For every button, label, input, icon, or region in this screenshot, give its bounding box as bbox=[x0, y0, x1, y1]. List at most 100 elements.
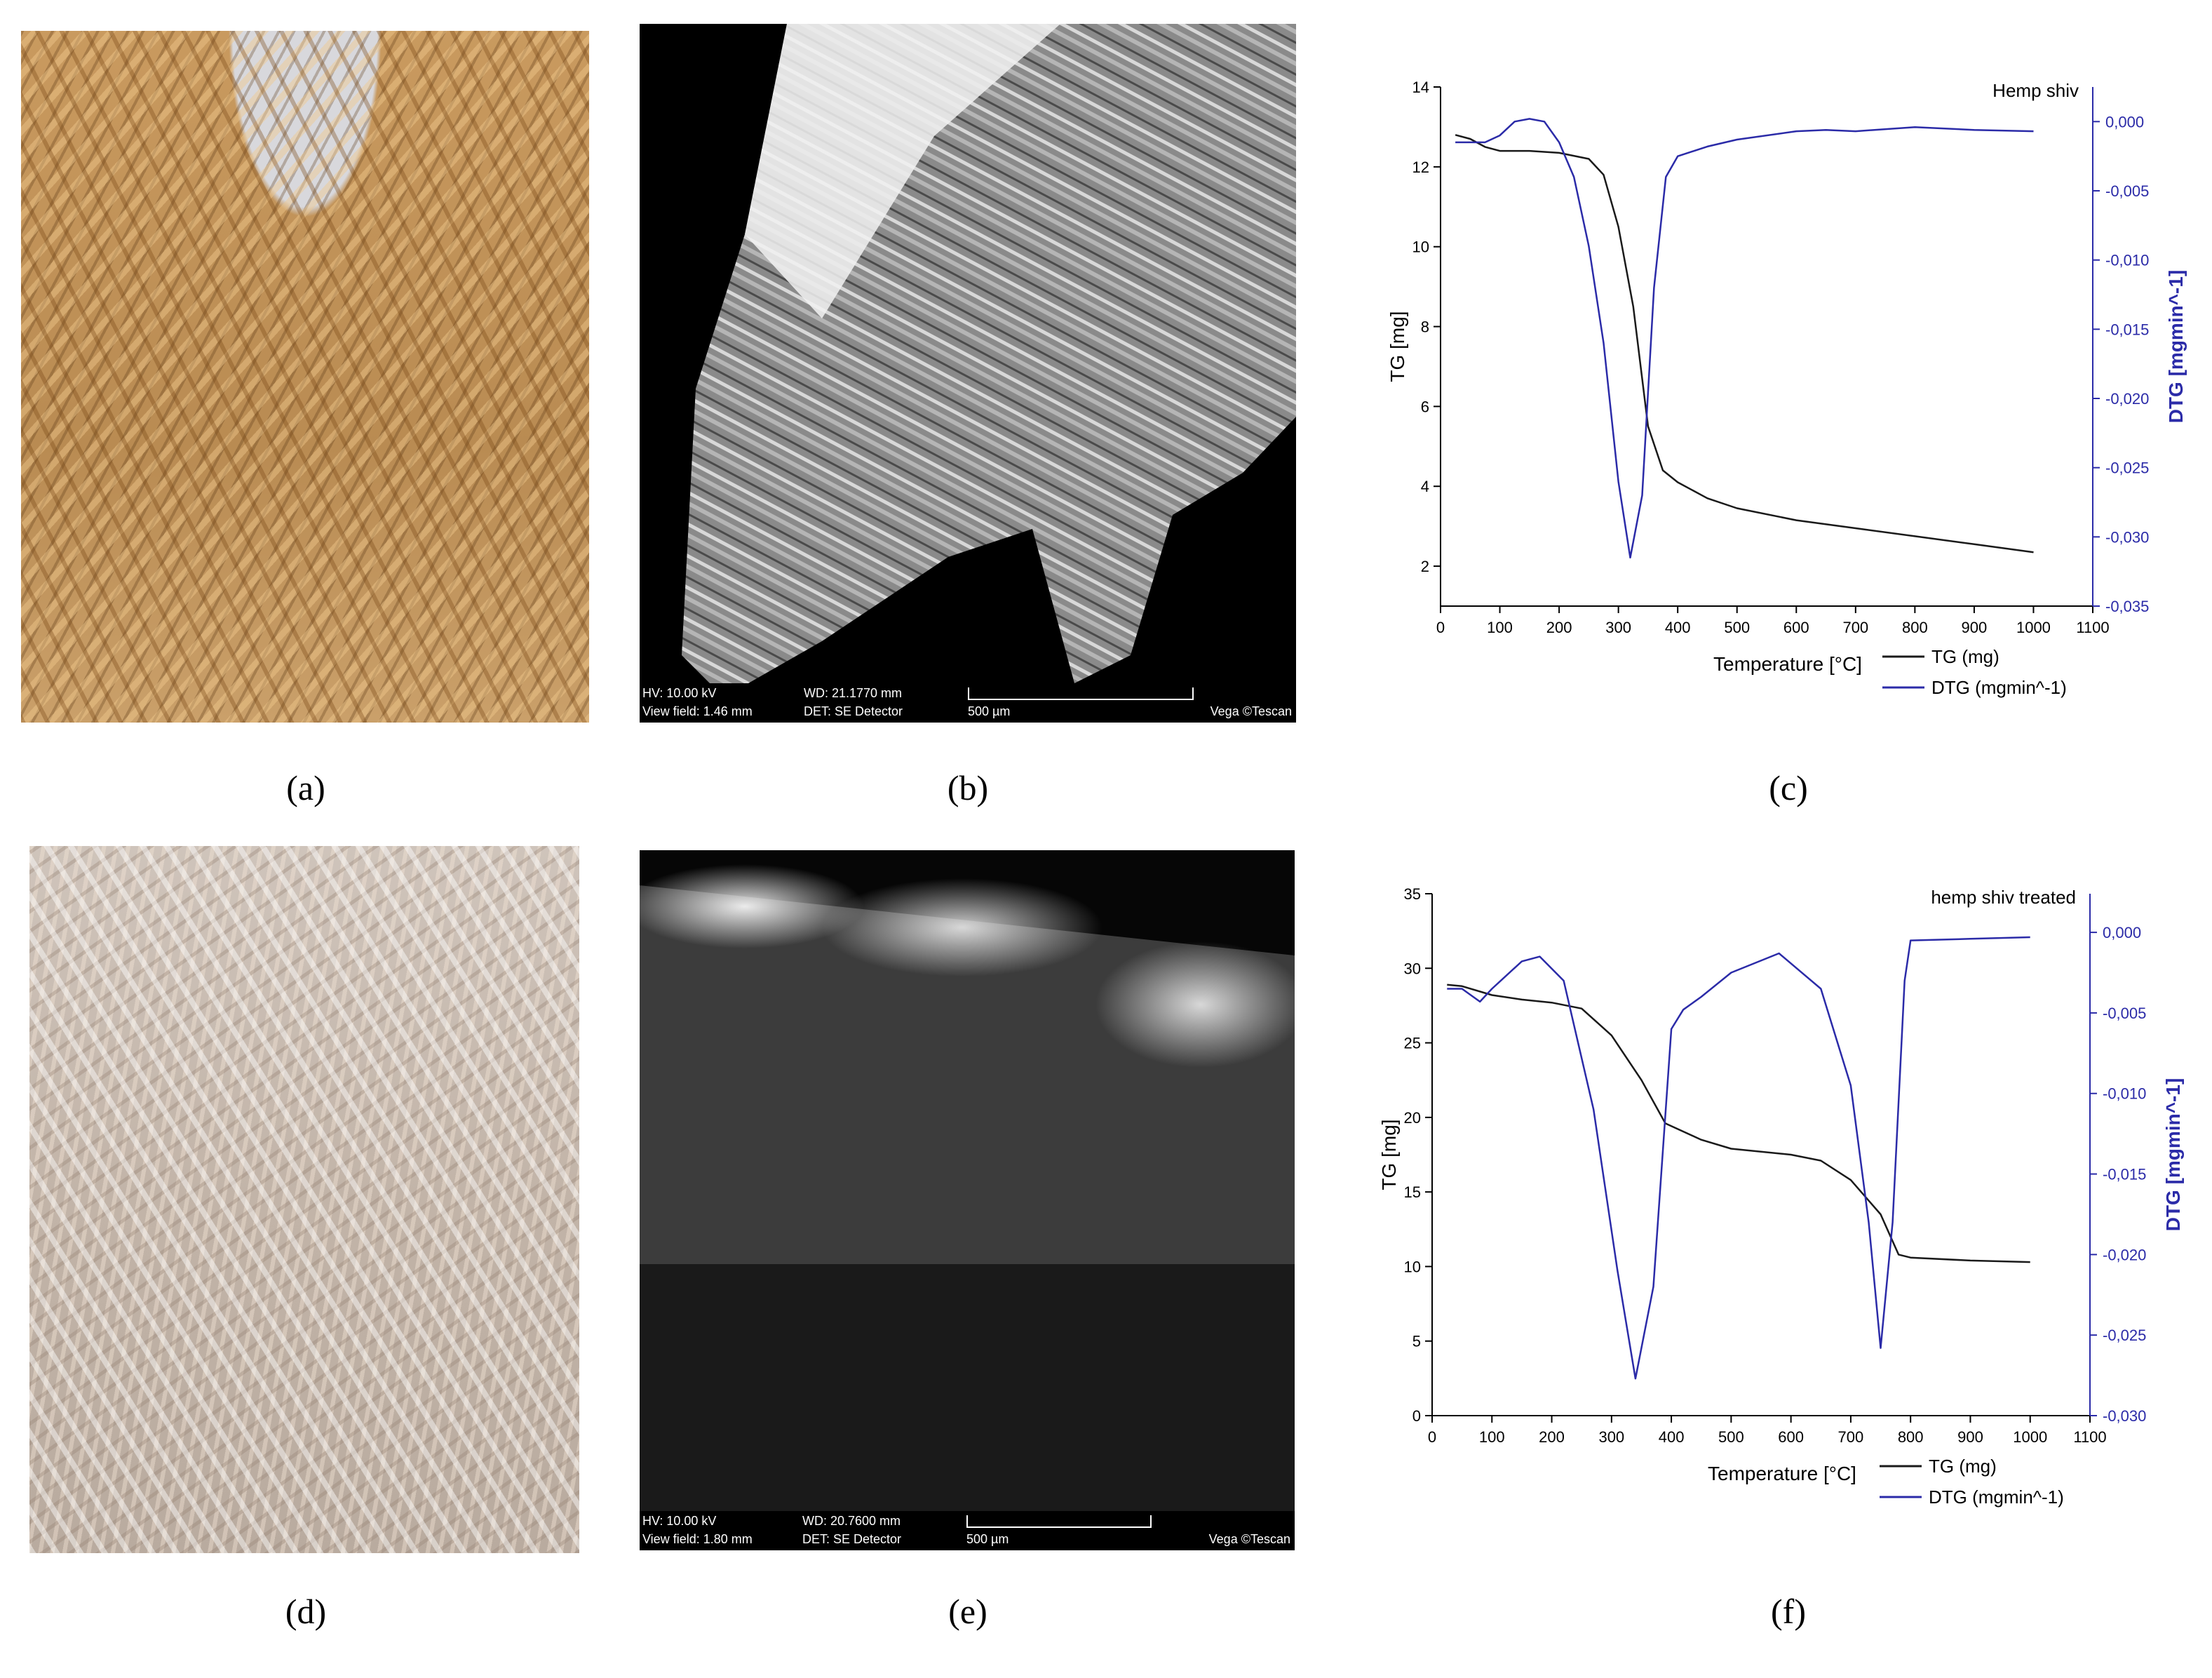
highlight bbox=[1095, 941, 1295, 1068]
panel-label: (f) bbox=[1771, 1592, 1806, 1631]
sem-det: DET: SE Detector bbox=[804, 704, 903, 718]
x-tick-label: 0 bbox=[1436, 619, 1445, 636]
highlight bbox=[822, 878, 1102, 976]
y2-tick-label: -0,020 bbox=[2105, 390, 2149, 408]
series-line bbox=[1447, 936, 2030, 1380]
y-tick-label: 8 bbox=[1421, 318, 1429, 336]
legend-label: TG (mg) bbox=[1931, 646, 1999, 667]
y2-axis-label: DTG [mgmin^-1] bbox=[2165, 270, 2187, 424]
x-tick-label: 700 bbox=[1838, 1428, 1864, 1446]
series-line bbox=[1455, 118, 2034, 559]
x-tick-label: 1000 bbox=[2016, 619, 2051, 636]
y2-tick-label: -0,025 bbox=[2105, 459, 2149, 477]
x-tick-label: 300 bbox=[1598, 1428, 1624, 1446]
sem-brand: Vega ©Tescan bbox=[1208, 1532, 1290, 1546]
x-tick-label: 400 bbox=[1659, 1428, 1685, 1446]
y-tick-label: 25 bbox=[1404, 1035, 1421, 1052]
panel-label: (b) bbox=[947, 768, 989, 807]
x-tick-label: 800 bbox=[1898, 1428, 1924, 1446]
x-axis-label: Temperature [°C] bbox=[1708, 1463, 1856, 1484]
sem-info-bar: HV: 10.00 kV View field: 1.46 mm WD: 21.… bbox=[640, 683, 1296, 723]
x-tick-label: 1100 bbox=[2073, 1428, 2106, 1446]
x-tick-label: 600 bbox=[1778, 1428, 1804, 1446]
x-tick-label: 900 bbox=[1957, 1428, 1983, 1446]
sem-image: HV: 10.00 kV View field: 1.80 mm WD: 20.… bbox=[640, 850, 1295, 1550]
panel-label: (e) bbox=[948, 1592, 987, 1631]
y-tick-label: 5 bbox=[1412, 1333, 1421, 1350]
sem-brand: Vega ©Tescan bbox=[1210, 704, 1292, 718]
background bbox=[640, 1264, 1295, 1517]
sem-hv: HV: 10.00 kV bbox=[642, 686, 717, 700]
x-tick-label: 800 bbox=[1902, 619, 1928, 636]
sem-image: HV: 10.00 kV View field: 1.46 mm WD: 21.… bbox=[640, 24, 1296, 723]
panel-label: (d) bbox=[285, 1592, 327, 1631]
scale-bar bbox=[966, 1515, 1152, 1528]
series-line bbox=[1447, 984, 2030, 1263]
y2-tick-label: -0,015 bbox=[2105, 321, 2149, 338]
x-tick-label: 200 bbox=[1546, 619, 1572, 636]
sem-view-field: View field: 1.80 mm bbox=[642, 1532, 753, 1546]
y2-tick-label: 0,000 bbox=[2105, 113, 2144, 130]
x-tick-label: 200 bbox=[1539, 1428, 1565, 1446]
x-tick-label: 100 bbox=[1487, 619, 1513, 636]
y2-tick-label: -0,005 bbox=[2105, 182, 2149, 200]
y-tick-label: 10 bbox=[1404, 1258, 1421, 1275]
y-tick-label: 12 bbox=[1412, 159, 1429, 176]
y-tick-label: 30 bbox=[1404, 960, 1421, 977]
y2-tick-label: -0,005 bbox=[2103, 1005, 2146, 1022]
x-tick-label: 300 bbox=[1605, 619, 1631, 636]
y2-tick-label: -0,010 bbox=[2105, 252, 2149, 269]
series-line bbox=[1455, 134, 2034, 553]
y2-tick-label: -0,030 bbox=[2105, 528, 2149, 546]
y-axis-label: TG [mg] bbox=[1378, 1119, 1400, 1190]
y2-axis-label: DTG [mgmin^-1] bbox=[2162, 1078, 2184, 1232]
highlight bbox=[640, 864, 864, 948]
y-tick-label: 4 bbox=[1421, 478, 1429, 495]
y2-tick-label: -0,035 bbox=[2105, 598, 2149, 615]
y2-tick-label: -0,020 bbox=[2103, 1246, 2146, 1263]
y-tick-label: 15 bbox=[1404, 1183, 1421, 1201]
legend-label: DTG (mgmin^-1) bbox=[1931, 677, 2067, 698]
x-tick-label: 900 bbox=[1962, 619, 1988, 636]
x-tick-label: 500 bbox=[1724, 619, 1750, 636]
y2-tick-label: -0,010 bbox=[2103, 1085, 2146, 1103]
chart-title: Hemp shiv bbox=[1992, 80, 2079, 101]
y2-tick-label: -0,025 bbox=[2103, 1327, 2146, 1344]
sem-wd: WD: 20.7600 mm bbox=[802, 1514, 901, 1528]
sem-hv: HV: 10.00 kV bbox=[642, 1514, 717, 1528]
panel-label: (a) bbox=[286, 768, 325, 807]
panel-label: (c) bbox=[1769, 768, 1808, 807]
x-tick-label: 500 bbox=[1718, 1428, 1744, 1446]
sem-texture bbox=[682, 24, 1296, 697]
x-tick-label: 1000 bbox=[2013, 1428, 2047, 1446]
y-tick-label: 35 bbox=[1404, 885, 1421, 903]
chart-title: hemp shiv treated bbox=[1931, 887, 2076, 908]
x-tick-label: 600 bbox=[1783, 619, 1809, 636]
scale-bar bbox=[968, 687, 1194, 700]
sem-texture bbox=[640, 864, 1295, 1517]
y2-tick-label: -0,015 bbox=[2103, 1166, 2146, 1183]
x-tick-label: 100 bbox=[1479, 1428, 1505, 1446]
y-tick-label: 6 bbox=[1421, 398, 1429, 415]
y2-tick-label: 0,000 bbox=[2103, 924, 2141, 941]
x-tick-label: 400 bbox=[1665, 619, 1691, 636]
y2-tick-label: -0,030 bbox=[2103, 1407, 2146, 1425]
sem-det: DET: SE Detector bbox=[802, 1532, 902, 1546]
legend-label: DTG (mgmin^-1) bbox=[1929, 1486, 2064, 1508]
y-tick-label: 20 bbox=[1404, 1109, 1421, 1127]
y-tick-label: 0 bbox=[1412, 1407, 1421, 1425]
x-tick-label: 700 bbox=[1842, 619, 1868, 636]
y-tick-label: 2 bbox=[1421, 558, 1429, 575]
photo-raw-shiv bbox=[21, 31, 589, 723]
sem-info-bar: HV: 10.00 kV View field: 1.80 mm WD: 20.… bbox=[640, 1511, 1295, 1550]
sem-view-field: View field: 1.46 mm bbox=[642, 704, 753, 718]
x-axis-label: Temperature [°C] bbox=[1713, 653, 1862, 675]
y-axis-label: TG [mg] bbox=[1387, 311, 1408, 382]
sem-wd: WD: 21.1770 mm bbox=[804, 686, 903, 700]
y-tick-label: 10 bbox=[1412, 239, 1429, 256]
sem-scale: 500 µm bbox=[966, 1532, 1009, 1546]
legend-label: TG (mg) bbox=[1929, 1456, 1997, 1477]
x-tick-label: 0 bbox=[1428, 1428, 1436, 1446]
